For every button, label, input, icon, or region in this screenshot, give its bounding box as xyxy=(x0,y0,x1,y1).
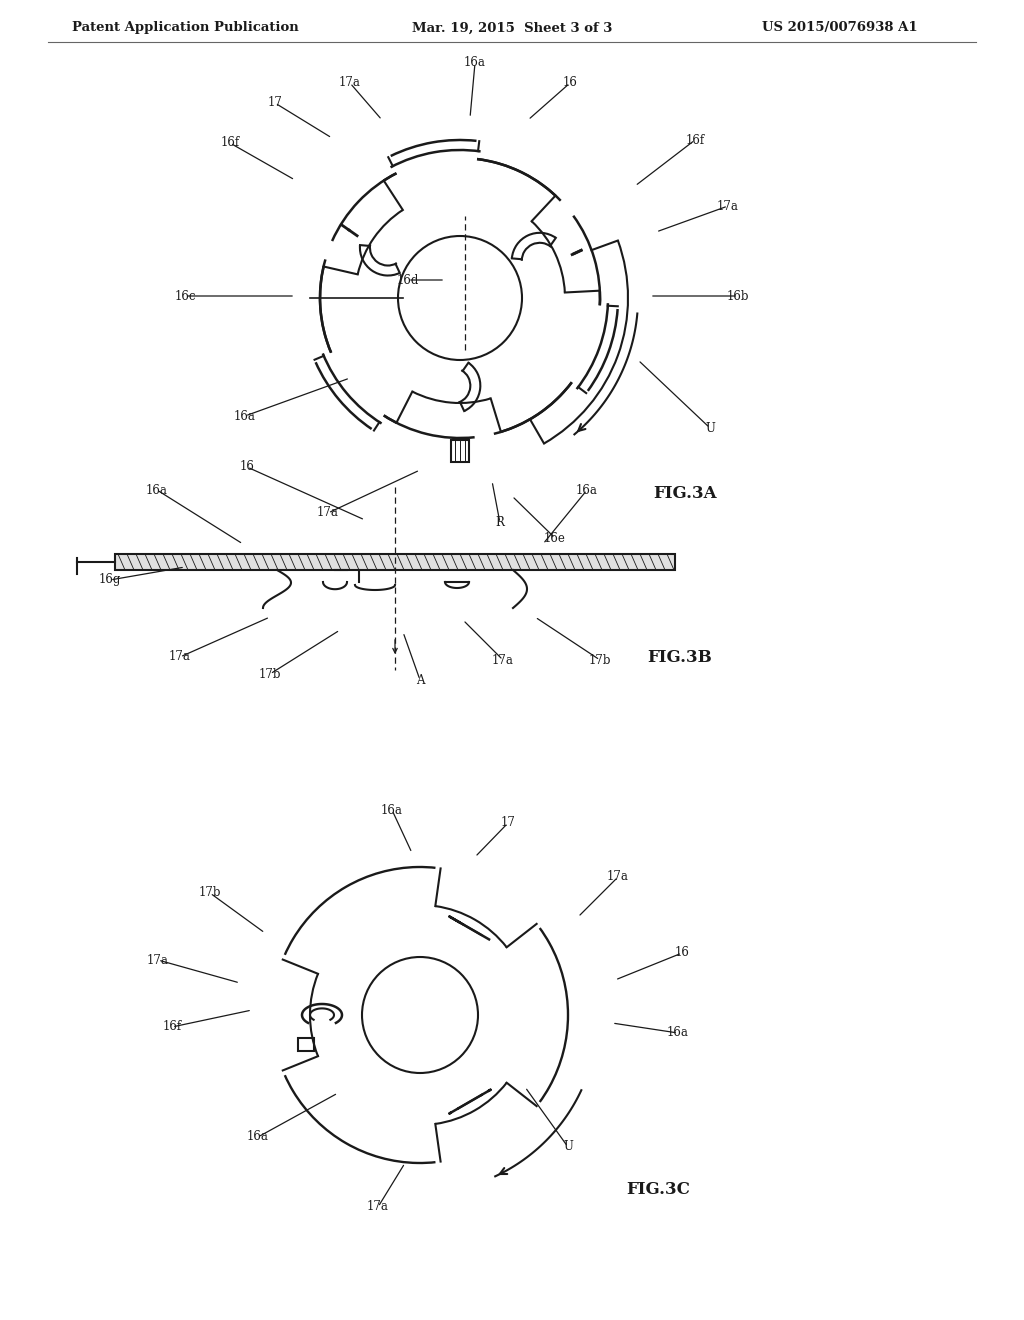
Text: FIG.3B: FIG.3B xyxy=(647,648,713,665)
Text: 17: 17 xyxy=(501,817,515,829)
Text: 17a: 17a xyxy=(317,507,339,520)
Text: 16a: 16a xyxy=(667,1027,689,1040)
Text: 17a: 17a xyxy=(607,870,629,883)
Bar xyxy=(115,554,675,570)
Text: 16e: 16e xyxy=(544,532,566,544)
Text: 16f: 16f xyxy=(220,136,240,149)
Text: 16a: 16a xyxy=(146,483,168,496)
Text: FIG.3A: FIG.3A xyxy=(653,484,717,502)
Text: U: U xyxy=(706,421,715,434)
Text: Mar. 19, 2015  Sheet 3 of 3: Mar. 19, 2015 Sheet 3 of 3 xyxy=(412,21,612,34)
Text: 17b: 17b xyxy=(589,653,611,667)
Text: A: A xyxy=(416,673,424,686)
Text: 17a: 17a xyxy=(493,653,514,667)
Text: 17b: 17b xyxy=(199,887,221,899)
Text: 17a: 17a xyxy=(169,651,190,664)
Text: 16f: 16f xyxy=(685,133,705,147)
Text: Patent Application Publication: Patent Application Publication xyxy=(72,21,298,34)
Text: 16b: 16b xyxy=(727,289,750,302)
Text: 17a: 17a xyxy=(717,199,739,213)
Text: R: R xyxy=(496,516,505,529)
Text: 16: 16 xyxy=(675,946,689,960)
Text: FIG.3C: FIG.3C xyxy=(626,1181,690,1199)
Text: 16a: 16a xyxy=(247,1130,269,1143)
Text: U: U xyxy=(563,1140,573,1154)
Text: 16a: 16a xyxy=(381,804,402,817)
Text: 16c: 16c xyxy=(174,289,196,302)
Text: 16a: 16a xyxy=(464,57,486,70)
Text: 16d: 16d xyxy=(397,273,419,286)
Text: 17a: 17a xyxy=(367,1200,389,1213)
Text: 16: 16 xyxy=(562,77,578,90)
Text: 16f: 16f xyxy=(163,1020,181,1034)
Text: 16a: 16a xyxy=(577,483,598,496)
Text: 16a: 16a xyxy=(234,409,256,422)
Text: US 2015/0076938 A1: US 2015/0076938 A1 xyxy=(762,21,918,34)
Text: 17a: 17a xyxy=(147,953,169,966)
Text: 16g: 16g xyxy=(98,573,121,586)
Text: 17a: 17a xyxy=(339,77,360,90)
Text: 17b: 17b xyxy=(259,668,282,681)
Text: 17: 17 xyxy=(267,96,283,110)
Text: 16: 16 xyxy=(240,461,254,474)
